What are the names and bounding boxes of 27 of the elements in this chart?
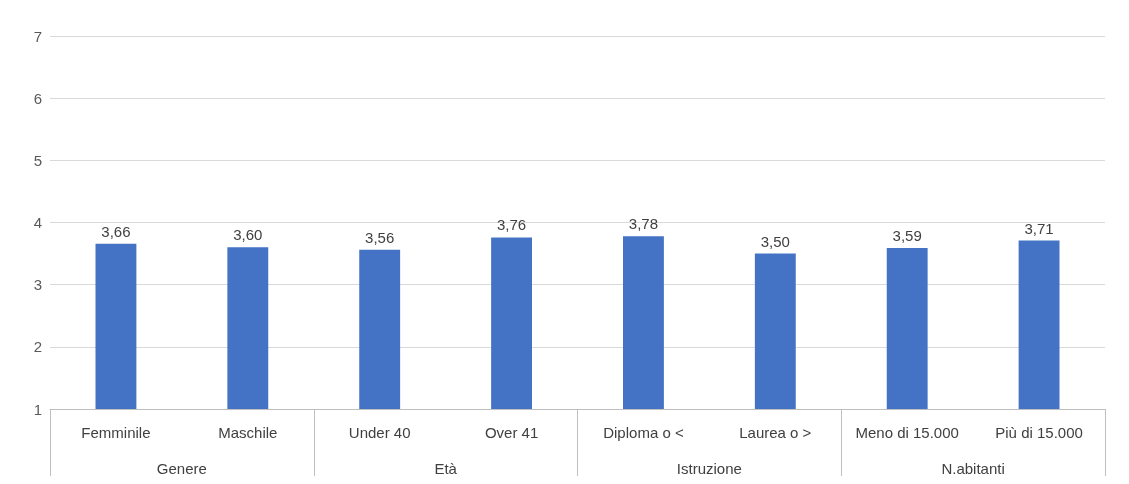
y-tick-label: 4 bbox=[33, 214, 42, 231]
data-label: 3,59 bbox=[892, 226, 922, 244]
text: N.abitanti bbox=[941, 460, 1005, 477]
text: Età bbox=[434, 460, 458, 477]
text: Genere bbox=[156, 460, 207, 477]
y-tick-label: 3 bbox=[33, 276, 42, 294]
data-label: 3,78 bbox=[628, 215, 659, 233]
text: Istruzione bbox=[676, 460, 742, 477]
x-tick-label: Diploma o < bbox=[603, 424, 684, 441]
x-tick-label: Maschile bbox=[218, 424, 278, 441]
x-tick-label: Laurea o > bbox=[739, 424, 812, 441]
data-label: 3,60 bbox=[233, 226, 263, 244]
data-label: 3,71 bbox=[1024, 219, 1054, 237]
x-tick-label: Femminile bbox=[81, 424, 151, 441]
data-label: 3,76 bbox=[496, 216, 527, 234]
data-label: 3,56 bbox=[365, 228, 395, 246]
data-label: 3,66 bbox=[101, 222, 131, 240]
y-tick-label: 5 bbox=[33, 151, 42, 169]
x-tick-label: Over 41 bbox=[484, 424, 539, 441]
data-label: 3,50 bbox=[760, 232, 790, 250]
y-tick-label: 7 bbox=[33, 27, 42, 45]
y-tick-label: 2 bbox=[33, 338, 42, 356]
y-tick-label: 6 bbox=[33, 89, 42, 107]
x-tick-label: Meno di 15.000 bbox=[855, 424, 959, 441]
y-tick-label: 1 bbox=[33, 400, 42, 418]
x-tick-label: Più di 15.000 bbox=[995, 424, 1083, 441]
x-tick-label: Under 40 bbox=[348, 424, 411, 441]
